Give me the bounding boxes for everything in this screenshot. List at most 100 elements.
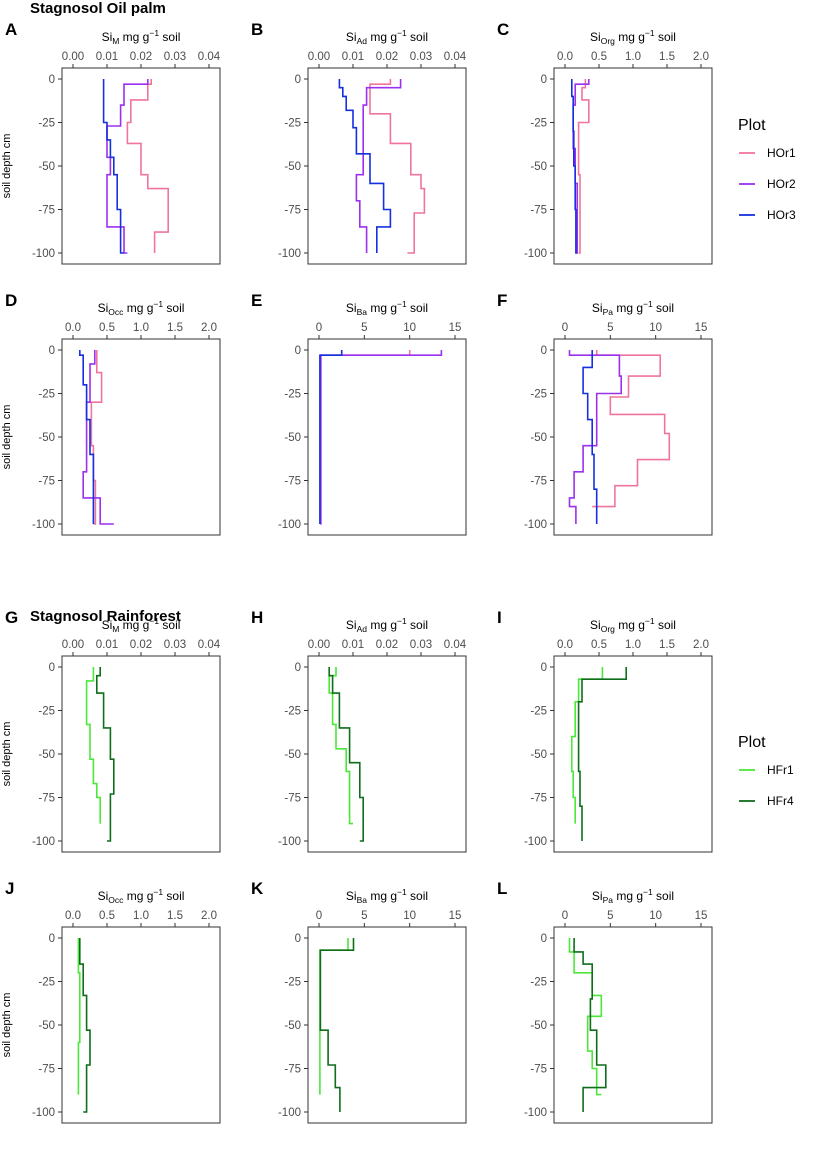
x-tick-label: 1.5: [659, 51, 675, 63]
y-tick-label: -25: [530, 706, 547, 718]
series-hfr4: [96, 667, 115, 842]
plot-frame: [61, 338, 221, 536]
x-axis-title: SiM mg g−1 soil: [102, 616, 181, 634]
x-tick-label: 10: [403, 322, 416, 334]
y-tick-label: -50: [530, 161, 547, 173]
plot-frame: [553, 655, 713, 853]
legend-title: Plot: [738, 734, 766, 751]
y-tick-label: -50: [38, 749, 55, 761]
plot-frame: [553, 926, 713, 1124]
y-tick-label: -100: [32, 1107, 55, 1119]
panel-letter: L: [497, 879, 507, 898]
series-hfr1: [77, 938, 81, 1095]
panel-letter: G: [5, 608, 18, 627]
panel-letter: B: [251, 20, 263, 39]
x-tick-label: 0.0: [557, 51, 573, 63]
x-axis-title: SiBa mg g−1 soil: [346, 887, 428, 905]
x-tick-label: 0.03: [410, 51, 432, 63]
y-tick-label: -25: [284, 118, 301, 130]
series-hfr4: [577, 667, 627, 841]
series-hor3: [571, 79, 577, 254]
y-tick-label: 0: [49, 662, 55, 674]
x-tick-label: 0.0: [557, 639, 573, 651]
panel-letter: I: [497, 608, 502, 627]
x-axis-title: SiOrg mg g−1 soil: [590, 28, 676, 46]
x-tick-label: 15: [449, 322, 462, 334]
x-tick-label: 0.5: [591, 639, 607, 651]
panel-g: G SiM mg g−1 soil 0.00 0.01 0.02 0.03 0.04 0 -25…: [1, 608, 221, 853]
x-tick-label: 0.5: [99, 910, 115, 922]
panel-letter: C: [497, 20, 509, 39]
y-tick-label: -25: [284, 706, 301, 718]
x-tick-label: 0.04: [198, 51, 221, 63]
y-tick-label: -75: [530, 476, 547, 488]
x-axis-title: SiM mg g−1 soil: [102, 28, 181, 46]
y-tick-label: -100: [524, 519, 547, 531]
x-tick-label: 1.5: [167, 322, 183, 334]
series-hor3: [102, 79, 124, 254]
y-tick-label: -25: [38, 389, 55, 401]
y-tick-label: -75: [38, 1064, 55, 1076]
x-tick-label: 0: [562, 322, 568, 334]
x-tick-label: 2.0: [201, 322, 217, 334]
y-tick-label: -25: [38, 118, 55, 130]
y-tick-label: -100: [524, 836, 547, 848]
y-tick-label: 0: [541, 74, 547, 86]
x-tick-label: 15: [695, 910, 708, 922]
section-title-oil-palm: Stagnosol Oil palm: [30, 0, 166, 17]
x-tick-label: 1.5: [167, 910, 183, 922]
x-tick-label: 1.0: [133, 322, 149, 334]
plot-frame: [553, 338, 713, 536]
y-tick-label: -75: [38, 205, 55, 217]
series-hfr4: [573, 938, 607, 1112]
y-tick-label: 0: [295, 662, 301, 674]
x-tick-label: 0.00: [308, 51, 330, 63]
y-tick-label: -25: [284, 977, 301, 989]
y-tick-label: 0: [49, 74, 55, 86]
y-tick-label: -75: [284, 476, 301, 488]
series-hor2: [106, 79, 149, 254]
y-tick-label: -25: [284, 389, 301, 401]
series-hor1: [320, 350, 411, 525]
y-tick-label: -50: [284, 749, 301, 761]
section-title-rainforest: Stagnosol Rainforest: [30, 608, 181, 625]
legend-label: HOr3: [767, 208, 796, 222]
x-tick-label: 15: [695, 322, 708, 334]
y-tick-label: 0: [49, 345, 55, 357]
x-tick-label: 0.0: [65, 910, 81, 922]
panel-l: L SiPa mg g−1 soil 0 5 10 15 0 -25 -50 -75 -100: [497, 879, 713, 1124]
series-hfr1: [571, 667, 604, 824]
panel-letter: A: [5, 20, 17, 39]
x-tick-label: 0: [316, 910, 322, 922]
x-tick-label: 15: [449, 910, 462, 922]
x-tick-label: 0.02: [376, 51, 398, 63]
x-tick-label: 2.0: [693, 639, 709, 651]
series-hor2: [355, 79, 402, 253]
y-tick-label: -100: [524, 1107, 547, 1119]
x-tick-label: 0.00: [62, 639, 84, 651]
x-tick-label: 0.01: [342, 51, 364, 63]
x-tick-label: 0.0: [65, 322, 81, 334]
panel-letter: H: [251, 608, 263, 627]
x-axis-title: SiBa mg g−1 soil: [346, 299, 428, 317]
x-tick-label: 5: [361, 322, 367, 334]
series-hor1: [577, 79, 590, 254]
y-tick-label: -100: [278, 836, 301, 848]
x-tick-label: 0.00: [62, 51, 84, 63]
series-hfr4: [328, 667, 364, 842]
x-tick-label: 10: [649, 322, 662, 334]
legend-label: HFr4: [767, 794, 794, 808]
y-tick-label: 0: [295, 74, 301, 86]
x-axis-title: SiPa mg g−1 soil: [592, 299, 674, 317]
x-tick-label: 0.5: [591, 51, 607, 63]
plot-frame: [307, 655, 467, 853]
x-tick-label: 1.0: [133, 910, 149, 922]
y-axis-title: soil depth cm: [1, 405, 13, 470]
series-hor2: [82, 350, 114, 525]
y-tick-label: -50: [530, 749, 547, 761]
y-axis-title: soil depth cm: [1, 134, 13, 199]
y-tick-label: -75: [530, 793, 547, 805]
y-axis-title: soil depth cm: [1, 722, 13, 787]
